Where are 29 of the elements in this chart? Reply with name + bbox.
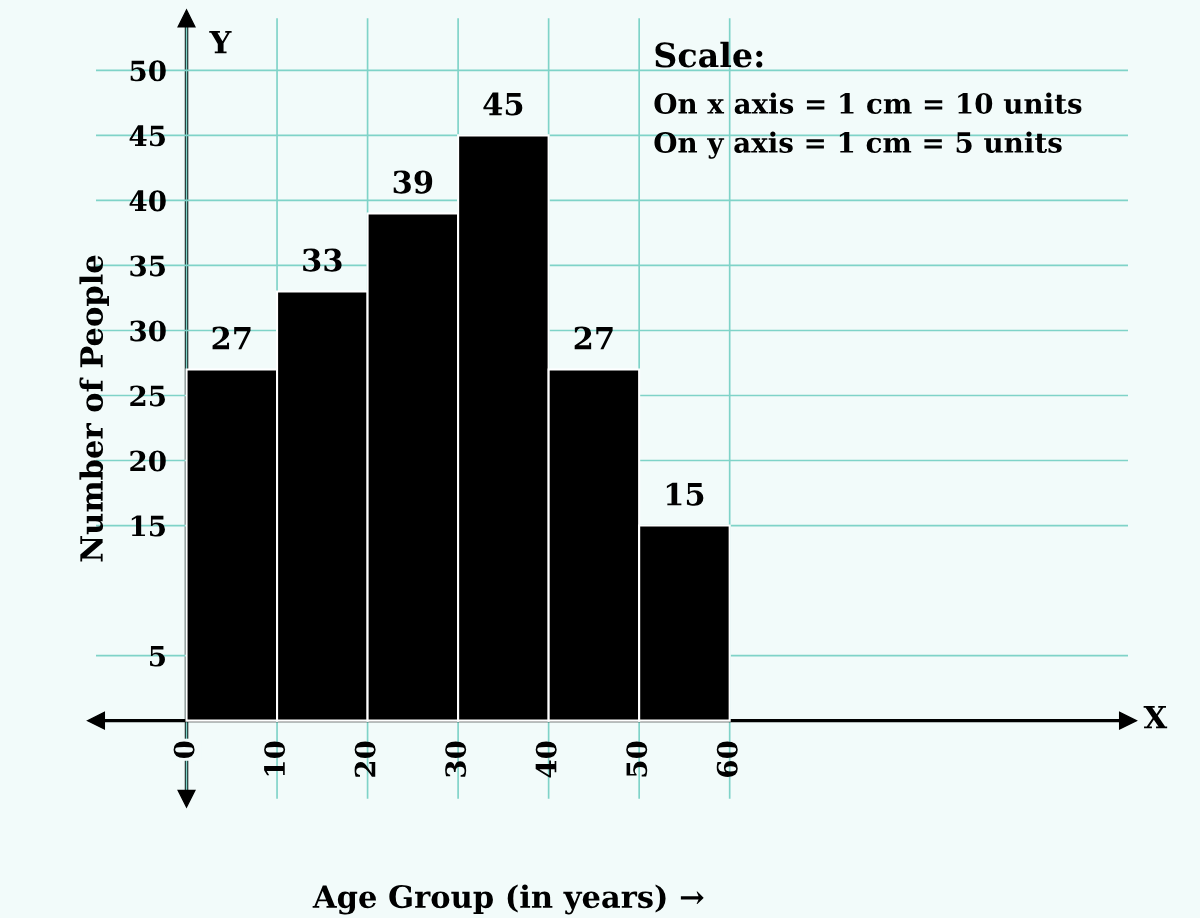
data-label: 45 <box>483 92 523 116</box>
x-tick-label: 30 <box>445 741 467 777</box>
annotation: Y <box>209 31 232 54</box>
y-tick-label: 30 <box>130 320 166 342</box>
x-tick-label: 50 <box>626 741 648 777</box>
x-tick-label: 0 <box>173 741 195 759</box>
annotation: Scale: <box>655 41 763 68</box>
data-label: 15 <box>666 482 704 506</box>
data-label: 39 <box>393 170 433 194</box>
x-axis-title: Age Group (in years) → <box>312 884 704 915</box>
y-tick-label: 50 <box>130 60 166 82</box>
text: X <box>1143 705 1168 729</box>
y-tick-label: 45 <box>129 125 165 147</box>
data-label: 33 <box>303 248 342 272</box>
x-tick-label: 40 <box>535 741 557 778</box>
y-axis-title: Number of People <box>79 255 109 562</box>
y-tick-label: 5 <box>150 645 165 667</box>
y-tick-label: 25 <box>130 385 165 407</box>
annotation: On y axis = 1 cm = 5 units <box>654 131 1062 159</box>
data-label: 27 <box>212 326 251 350</box>
y-tick-label: 35 <box>130 255 165 277</box>
data-label: 27 <box>574 326 613 350</box>
x-tick-label: 10 <box>264 741 286 776</box>
x-tick-label: 20 <box>354 741 376 777</box>
y-tick-label: 20 <box>130 450 166 472</box>
annotation: On x axis = 1 cm = 10 units <box>654 92 1082 114</box>
x-tick-label: 60 <box>716 741 738 777</box>
y-tick-label: 15 <box>131 515 165 537</box>
y-tick-label: 40 <box>129 190 166 212</box>
